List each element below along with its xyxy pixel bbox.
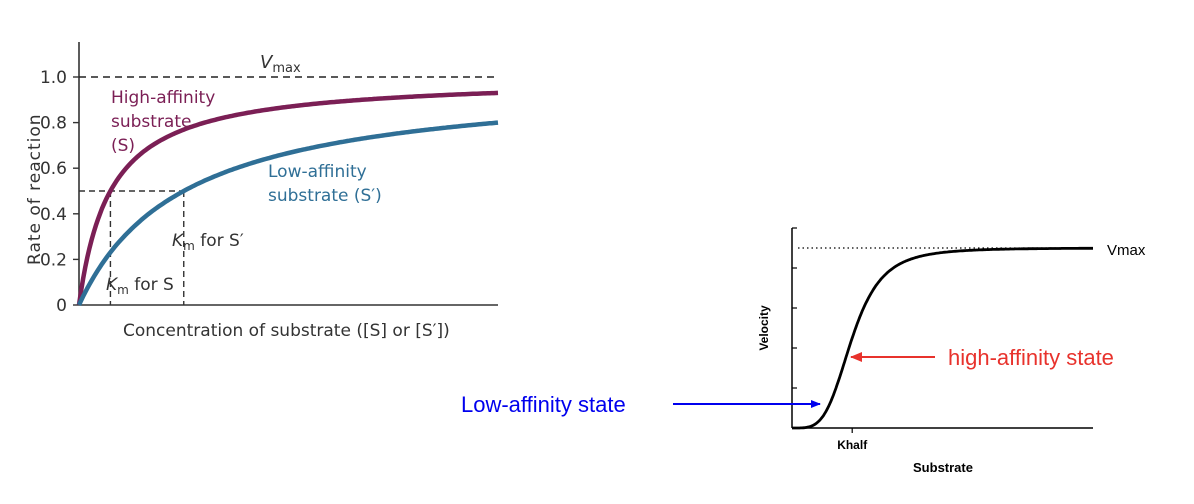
high-affinity-label: High-affinity substrate (S) bbox=[111, 88, 221, 156]
y-tick-label: 0.6 bbox=[40, 159, 67, 179]
y-tick-label: 0.4 bbox=[40, 205, 67, 225]
x-axis-label: Substrate bbox=[913, 460, 973, 475]
y-tick-label: 0.2 bbox=[40, 250, 67, 270]
km-for-s-label: Km for S bbox=[106, 275, 174, 297]
khalf-label: Khalf bbox=[837, 438, 868, 452]
low-affinity-state-label: Low-affinity state bbox=[461, 392, 626, 417]
sigmoidal-curve bbox=[792, 246, 1093, 430]
high-affinity-curve bbox=[76, 90, 499, 306]
low-affinity-label: Low-affinity substrate (S′) bbox=[268, 162, 382, 206]
cooperative-binding-chart: Khalf Vmax Velocity Substrate Low-affini… bbox=[461, 227, 1146, 475]
y-tick-label: 1.0 bbox=[40, 68, 67, 88]
y-ticks bbox=[792, 227, 797, 389]
km-guide-lines bbox=[79, 190, 185, 305]
y-tick-label: 0 bbox=[56, 296, 67, 316]
vmax-label: Vmax bbox=[260, 52, 301, 76]
michaelis-menten-chart: 0 0.2 0.4 0.6 0.8 1.0 Vmax High-affinity subs… bbox=[25, 42, 499, 341]
high-affinity-state-label: high-affinity state bbox=[948, 345, 1114, 370]
y-axis-label: Rate of reaction bbox=[25, 113, 45, 265]
y-axis-label: Velocity bbox=[757, 305, 771, 351]
km-for-s-prime-label: Km for S′ bbox=[172, 231, 244, 253]
x-axis-label: Concentration of substrate ([S] or [S′]) bbox=[123, 321, 450, 341]
y-tick-label: 0.8 bbox=[40, 114, 67, 134]
low-affinity-curve bbox=[76, 120, 499, 306]
vmax-label: Vmax bbox=[1107, 242, 1146, 259]
y-tick-labels: 0 0.2 0.4 0.6 0.8 1.0 bbox=[40, 68, 79, 316]
